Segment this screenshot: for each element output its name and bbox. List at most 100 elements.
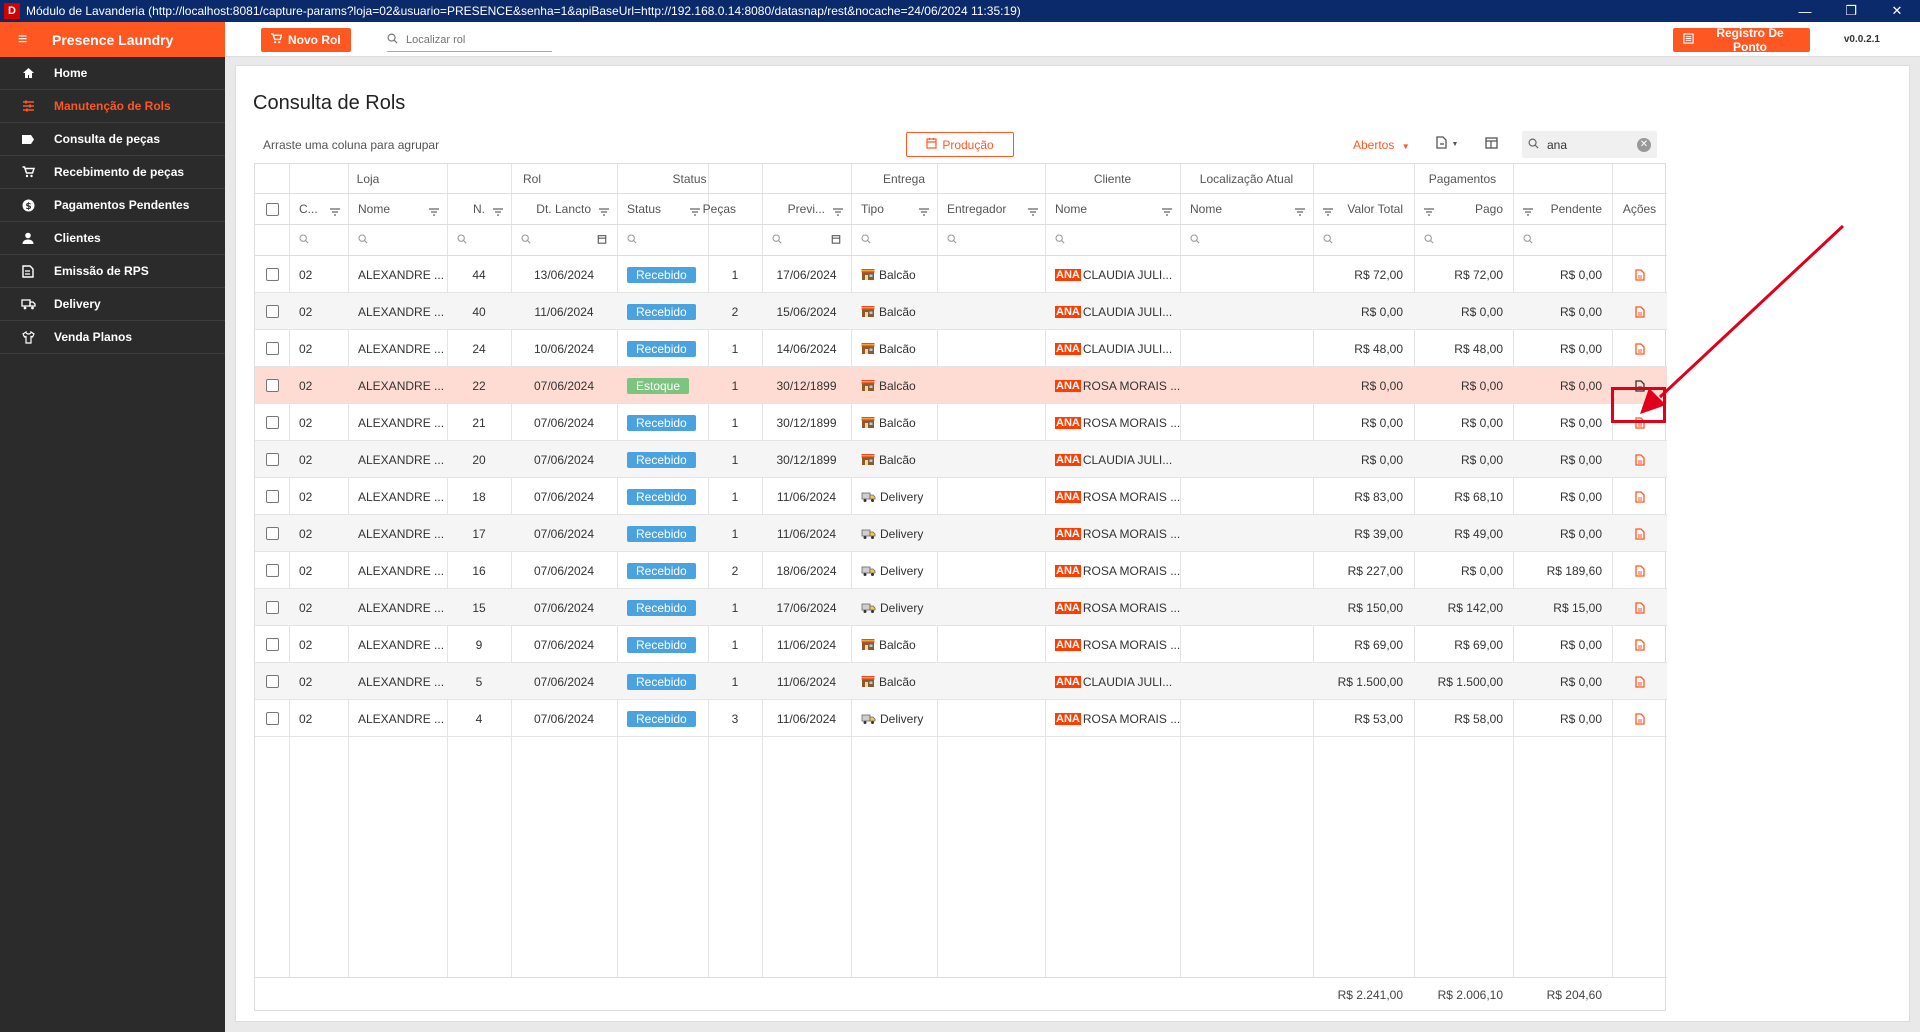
document-action-icon[interactable]: [1634, 601, 1645, 614]
production-button[interactable]: Produção: [906, 132, 1014, 157]
document-action-icon[interactable]: [1634, 527, 1645, 540]
sidebar-item-2[interactable]: Consulta de peças: [0, 123, 225, 156]
filter-cell-loc[interactable]: [1180, 225, 1313, 255]
calendar-icon[interactable]: [831, 233, 841, 247]
table-row[interactable]: 02 ALEXANDRE ... 9 07/06/2024 Recebido 1 11/06…: [255, 626, 1667, 663]
sidebar-item-3[interactable]: Recebimento de peças: [0, 156, 225, 189]
column-header-cliente[interactable]: Nome: [1045, 194, 1180, 224]
column-header-pago[interactable]: Pago: [1414, 194, 1513, 224]
filter-icon[interactable]: [330, 205, 340, 216]
table-row[interactable]: 02 ALEXANDRE ... 44 13/06/2024 Recebido 1 17/0…: [255, 256, 1667, 293]
column-header-acoes[interactable]: Ações: [1612, 194, 1667, 224]
filter-icon[interactable]: [690, 205, 700, 216]
table-row[interactable]: 02 ALEXANDRE ... 24 10/06/2024 Recebido 1 14/0…: [255, 330, 1667, 367]
table-row[interactable]: 02 ALEXANDRE ... 40 11/06/2024 Recebido 2 15/0…: [255, 293, 1667, 330]
sidebar-item-7[interactable]: Delivery: [0, 288, 225, 321]
document-action-icon[interactable]: [1634, 490, 1645, 503]
filter-cell-cliente[interactable]: [1045, 225, 1180, 255]
filter-cell-codigo[interactable]: [289, 225, 348, 255]
filter-icon[interactable]: [1323, 205, 1333, 216]
sidebar-item-0[interactable]: Home: [0, 57, 225, 90]
column-header-loc[interactable]: Nome: [1180, 194, 1313, 224]
table-row[interactable]: 02 ALEXANDRE ... 5 07/06/2024 Recebido 1 11/06…: [255, 663, 1667, 700]
row-checkbox[interactable]: [265, 416, 279, 429]
row-checkbox[interactable]: [265, 305, 279, 318]
filter-cell-pago[interactable]: [1414, 225, 1513, 255]
filter-icon[interactable]: [1295, 205, 1305, 216]
export-button[interactable]: ▼: [1432, 135, 1462, 153]
filter-cell-tipo[interactable]: [851, 225, 937, 255]
status-filter-dropdown[interactable]: Abertos ▼: [1353, 138, 1410, 152]
filter-cell-entregador[interactable]: [937, 225, 1046, 255]
document-action-icon[interactable]: [1634, 342, 1645, 355]
filter-icon[interactable]: [493, 205, 503, 216]
column-header-total[interactable]: Valor Total: [1313, 194, 1413, 224]
minimize-button[interactable]: —: [1798, 3, 1812, 19]
filter-icon[interactable]: [1523, 205, 1533, 216]
sidebar-item-8[interactable]: Venda Planos: [0, 321, 225, 354]
table-row[interactable]: 02 ALEXANDRE ... 17 07/06/2024 Recebido 1 11/0…: [255, 515, 1667, 552]
filter-icon[interactable]: [833, 205, 843, 216]
filter-cell-dt[interactable]: [511, 225, 617, 255]
document-action-icon[interactable]: [1634, 712, 1645, 725]
filter-icon[interactable]: [919, 205, 929, 216]
filter-icon[interactable]: [1424, 205, 1434, 216]
column-header-dt[interactable]: Dt. Lancto: [511, 194, 617, 224]
sidebar-item-6[interactable]: Emissão de RPS: [0, 255, 225, 288]
filter-cell-loja[interactable]: [348, 225, 447, 255]
maximize-button[interactable]: ❐: [1845, 3, 1857, 18]
row-checkbox[interactable]: [265, 453, 279, 466]
filter-icon[interactable]: [1028, 205, 1038, 216]
filter-icon[interactable]: [599, 205, 609, 216]
column-chooser-button[interactable]: [1481, 135, 1501, 153]
sidebar-item-4[interactable]: $ Pagamentos Pendentes: [0, 189, 225, 222]
hamburger-menu-icon[interactable]: ≡: [18, 30, 28, 48]
row-checkbox[interactable]: [265, 601, 279, 614]
table-row[interactable]: 02 ALEXANDRE ... 22 07/06/2024 Estoque 1 30/12…: [255, 367, 1667, 404]
column-header-status[interactable]: Status: [617, 194, 708, 224]
document-action-icon[interactable]: [1634, 675, 1645, 688]
row-checkbox[interactable]: [265, 379, 279, 392]
document-action-icon[interactable]: [1634, 638, 1645, 651]
punch-clock-button[interactable]: Registro De Ponto: [1673, 26, 1810, 54]
table-row[interactable]: 02 ALEXANDRE ... 4 07/06/2024 Recebido 3 11/06…: [255, 700, 1667, 737]
rol-search-input[interactable]: [406, 33, 546, 46]
row-checkbox[interactable]: [265, 675, 279, 688]
row-checkbox[interactable]: [265, 527, 279, 540]
filter-icon[interactable]: [429, 205, 439, 216]
row-checkbox[interactable]: [265, 712, 279, 725]
table-row[interactable]: 02 ALEXANDRE ... 20 07/06/2024 Recebido 1 30/1…: [255, 441, 1667, 478]
filter-cell-total[interactable]: [1313, 225, 1413, 255]
new-rol-button[interactable]: Novo Rol: [261, 28, 351, 52]
row-checkbox[interactable]: [265, 638, 279, 651]
column-header-tipo[interactable]: Tipo: [851, 194, 937, 224]
clear-search-icon[interactable]: ✕: [1637, 137, 1651, 152]
column-header-entregador[interactable]: Entregador: [937, 194, 1046, 224]
document-action-icon[interactable]: [1634, 268, 1645, 281]
filter-cell-prev[interactable]: [762, 225, 851, 255]
column-header-prev[interactable]: Previ...: [762, 194, 851, 224]
filter-cell-numero[interactable]: [447, 225, 511, 255]
document-action-icon[interactable]: [1634, 453, 1645, 466]
row-checkbox[interactable]: [265, 342, 279, 355]
table-row[interactable]: 02 ALEXANDRE ... 18 07/06/2024 Recebido 1 11/0…: [255, 478, 1667, 515]
filter-cell-status[interactable]: [617, 225, 708, 255]
filter-cell-pendente[interactable]: [1513, 225, 1612, 255]
table-row[interactable]: 02 ALEXANDRE ... 15 07/06/2024 Recebido 1 17/0…: [255, 589, 1667, 626]
document-action-icon[interactable]: [1634, 416, 1645, 429]
column-header-numero[interactable]: N.: [447, 194, 511, 224]
column-header-pecas[interactable]: Peças: [703, 194, 762, 224]
filter-icon[interactable]: [1162, 205, 1172, 216]
table-row[interactable]: 02 ALEXANDRE ... 21 07/06/2024 Recebido 1 30/1…: [255, 404, 1667, 441]
sidebar-item-1[interactable]: Manutenção de Rols: [0, 90, 225, 123]
calendar-icon[interactable]: [597, 233, 607, 247]
row-checkbox[interactable]: [265, 564, 279, 577]
column-header-loja[interactable]: Nome: [348, 194, 447, 224]
grid-search-input[interactable]: [1547, 137, 1627, 152]
document-action-icon[interactable]: [1634, 305, 1645, 318]
close-button[interactable]: ✕: [1891, 3, 1903, 18]
select-all-checkbox[interactable]: [265, 202, 279, 216]
table-row[interactable]: 02 ALEXANDRE ... 16 07/06/2024 Recebido 2 18/0…: [255, 552, 1667, 589]
row-checkbox[interactable]: [265, 268, 279, 281]
row-checkbox[interactable]: [265, 490, 279, 503]
